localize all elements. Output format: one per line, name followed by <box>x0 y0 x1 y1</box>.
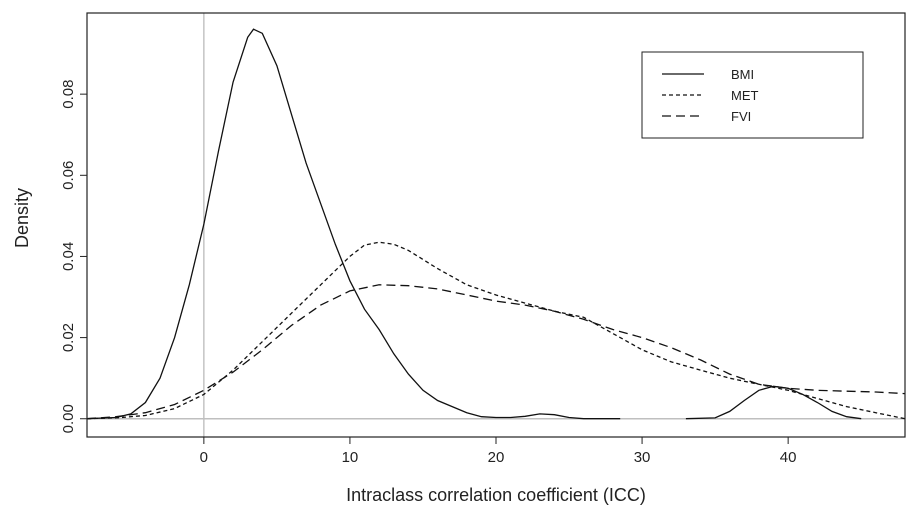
x-tick-label: 20 <box>488 449 505 466</box>
x-axis-title: Intraclass correlation coefficient (ICC) <box>346 485 646 505</box>
y-tick-label: 0.00 <box>60 404 77 433</box>
x-axis: 0 10 20 30 40 <box>200 437 797 466</box>
y-tick-label: 0.02 <box>60 323 77 352</box>
series-line-met-0 <box>86 241 906 420</box>
y-axis: 0.00 0.02 0.04 0.06 0.08 <box>60 80 87 433</box>
series-line-bmi-0 <box>86 28 621 420</box>
x-tick-label: 0 <box>200 449 208 466</box>
y-axis-title: Density <box>12 188 32 248</box>
series-layer <box>86 28 906 420</box>
y-tick-label: 0.08 <box>60 80 77 109</box>
legend-label-fvi: FVI <box>731 109 751 124</box>
x-tick-label: 10 <box>342 449 359 466</box>
y-tick-label: 0.04 <box>60 242 77 271</box>
series-line-fvi-0 <box>86 284 906 420</box>
legend-label-bmi: BMI <box>731 67 754 82</box>
legend-label-met: MET <box>731 88 759 103</box>
x-tick-label: 40 <box>780 449 797 466</box>
y-tick-label: 0.06 <box>60 161 77 190</box>
x-tick-label: 30 <box>634 449 651 466</box>
legend: BMI MET FVI <box>641 51 864 139</box>
